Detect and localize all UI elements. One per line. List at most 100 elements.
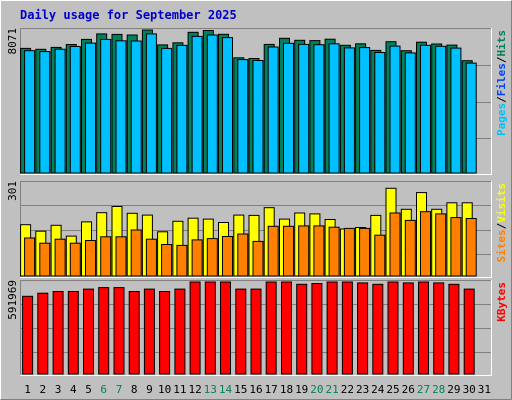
bar-sites: [374, 234, 386, 277]
day-label: 6: [100, 383, 107, 396]
bar-kbytes: [311, 283, 323, 375]
day-label: 27: [417, 383, 430, 396]
day-label: 28: [432, 383, 445, 396]
panel-visits-sites: 301 Sites/Visits: [6, 181, 508, 278]
bar-sites: [237, 233, 249, 277]
bar-kbytes: [159, 291, 171, 375]
bar-kbytes: [463, 288, 475, 375]
day-label: 2: [39, 383, 46, 396]
bar-pages: [237, 59, 249, 174]
day-label: 14: [219, 383, 233, 396]
day-label: 31: [478, 383, 491, 396]
bar-sites: [85, 240, 96, 277]
bar-pages: [115, 40, 127, 174]
day-label: 15: [234, 383, 247, 396]
bar-sites: [313, 225, 325, 277]
day-label: 17: [265, 383, 278, 396]
day-label: 25: [386, 383, 399, 396]
legend-item-files: Files: [495, 63, 508, 96]
legend-item-sites: Sites: [495, 229, 508, 262]
bar-sites: [222, 236, 233, 277]
bar-pages: [328, 43, 340, 174]
legend: KBytes: [495, 282, 508, 322]
bar-sites: [206, 238, 218, 277]
legend-item-kbytes: KBytes: [495, 282, 508, 322]
day-label: 30: [463, 383, 476, 396]
bar-kbytes: [357, 282, 369, 375]
bar-kbytes: [52, 291, 64, 375]
bar-pages: [313, 44, 325, 174]
bar-pages: [85, 42, 96, 174]
bar-sites: [39, 242, 51, 277]
legend-item-visits: Visits: [495, 183, 508, 223]
day-label: 16: [249, 383, 262, 396]
bar-pages: [435, 45, 447, 174]
bar-kbytes: [98, 287, 110, 375]
bar-pages: [206, 34, 218, 174]
legend: Sites/Visits: [495, 183, 508, 263]
day-label: 4: [70, 383, 77, 396]
day-label: 18: [280, 383, 293, 396]
legend-separator: /: [495, 56, 508, 63]
bar-sites: [283, 225, 294, 277]
day-label: 11: [173, 383, 186, 396]
bar-kbytes: [204, 281, 216, 375]
bar-sites: [450, 217, 462, 277]
bar-kbytes: [341, 281, 353, 375]
bar-pages: [54, 48, 66, 174]
day-label: 24: [371, 383, 385, 396]
bar-sites: [389, 212, 401, 277]
y-max-label: 8071: [6, 28, 19, 55]
bar-pages: [24, 50, 36, 174]
bar-kbytes: [402, 282, 414, 375]
bar-pages: [130, 40, 142, 174]
bar-sites: [267, 225, 279, 277]
bar-pages: [69, 46, 81, 174]
bar-pages: [222, 37, 233, 174]
bar-pages: [267, 46, 279, 174]
bar-kbytes: [220, 281, 231, 375]
bar-kbytes: [83, 288, 94, 375]
bar-kbytes: [387, 281, 399, 375]
bar-pages: [283, 42, 294, 174]
bar-sites: [54, 238, 66, 277]
day-label: 29: [447, 383, 460, 396]
bar-pages: [298, 43, 310, 174]
bar-sites: [176, 244, 188, 277]
bar-pages: [343, 47, 355, 174]
legend-item-hits: Hits: [495, 30, 508, 57]
legend-separator: /: [495, 222, 508, 229]
day-labels: 1 2 3 4 5 6 7 8 9 10 11 12 13 14 15 16 17 18 19 20 21 22 23 24 2…: [24, 383, 491, 396]
bar-kbytes: [281, 281, 292, 375]
bar-kbytes: [250, 288, 262, 375]
bar-pages: [404, 52, 416, 174]
bar-kbytes: [235, 288, 247, 375]
bar-kbytes: [372, 283, 384, 375]
panel-kbytes: 591969 KBytes: [6, 280, 508, 376]
bar-pages: [176, 44, 188, 174]
bar-sites: [161, 244, 173, 277]
bar-pages: [450, 47, 462, 174]
bar-pages: [145, 33, 157, 174]
bar-sites: [328, 226, 340, 277]
bar-pages: [359, 47, 371, 174]
bar-sites: [435, 213, 447, 277]
legend-item-pages: Pages: [495, 103, 508, 136]
day-label: 22: [341, 383, 354, 396]
legend: Pages/Files/Hits: [495, 30, 508, 136]
bar-kbytes: [326, 281, 338, 375]
day-label: 13: [204, 383, 217, 396]
bar-pages: [100, 38, 112, 174]
bar-pages: [39, 51, 51, 174]
bar-kbytes: [67, 291, 79, 375]
day-label: 23: [356, 383, 369, 396]
day-label: 5: [85, 383, 92, 396]
legend-separator: /: [495, 96, 508, 103]
bar-sites: [298, 225, 310, 277]
y-max-label: 301: [6, 181, 19, 201]
day-label: 1: [24, 383, 31, 396]
bar-sites: [100, 236, 112, 277]
chart-panels: 8071Pages/Files/Hits301Sites/Visits59196…: [6, 28, 508, 376]
bar-pages: [191, 35, 203, 174]
